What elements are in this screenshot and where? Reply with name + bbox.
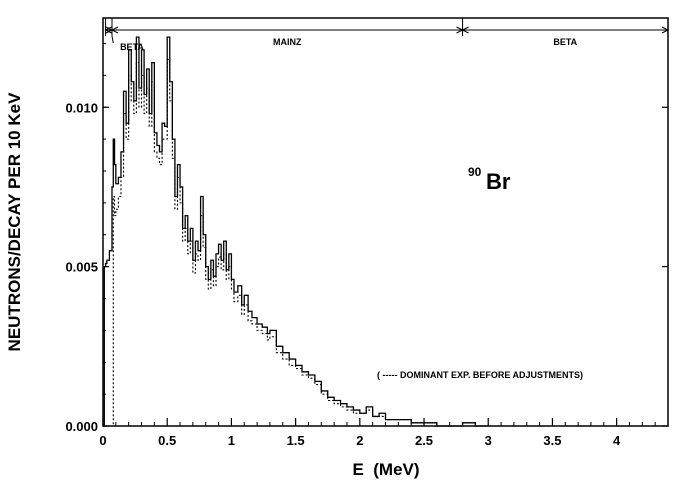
- x-tick-label: 3: [485, 433, 492, 448]
- series-dotted-line: [103, 58, 489, 427]
- y-tick-label: 0.000: [65, 419, 98, 434]
- x-tick-label: 2.5: [415, 433, 433, 448]
- region-leader: [111, 35, 114, 44]
- x-axis-title: E (MeV): [352, 460, 419, 479]
- y-tick-label: 0.010: [65, 100, 98, 115]
- x-tick-label: 4: [613, 433, 621, 448]
- region-label: BETA: [120, 42, 144, 52]
- y-axis-title: NEUTRONS/DECAY PER 10 KeV: [5, 92, 24, 352]
- y-tick-label: 0.005: [65, 260, 98, 275]
- x-tick-label: 0: [99, 433, 106, 448]
- x-tick-label: 0.5: [158, 433, 176, 448]
- region-arrow-left: [110, 26, 119, 34]
- x-tick-label: 3.5: [543, 433, 561, 448]
- x-axis-ticks: 0 0.5 1 1.5 2 2.5 3 3.5 4: [99, 418, 656, 448]
- region-arrow-right: [661, 26, 670, 34]
- x-tick-label: 1.5: [287, 433, 305, 448]
- isotope-annotation: 90 Br: [468, 165, 511, 194]
- region-label: BETA: [553, 37, 577, 47]
- isotope-mass-number: 90: [468, 165, 482, 179]
- legend-text: ( ----- DOMINANT EXP. BEFORE ADJUSTMENTS…: [377, 370, 583, 380]
- region-arrow-left: [461, 26, 469, 34]
- series-lines: [103, 36, 489, 427]
- x-tick-label: 1: [228, 433, 235, 448]
- x-tick-label: 2: [356, 433, 363, 448]
- region-markers: BETA MAINZ BETA: [104, 18, 670, 52]
- region-arrow-left: [104, 26, 112, 34]
- isotope-symbol: Br: [486, 169, 511, 194]
- region-label: MAINZ: [273, 37, 302, 47]
- series-solid-line: [103, 36, 489, 427]
